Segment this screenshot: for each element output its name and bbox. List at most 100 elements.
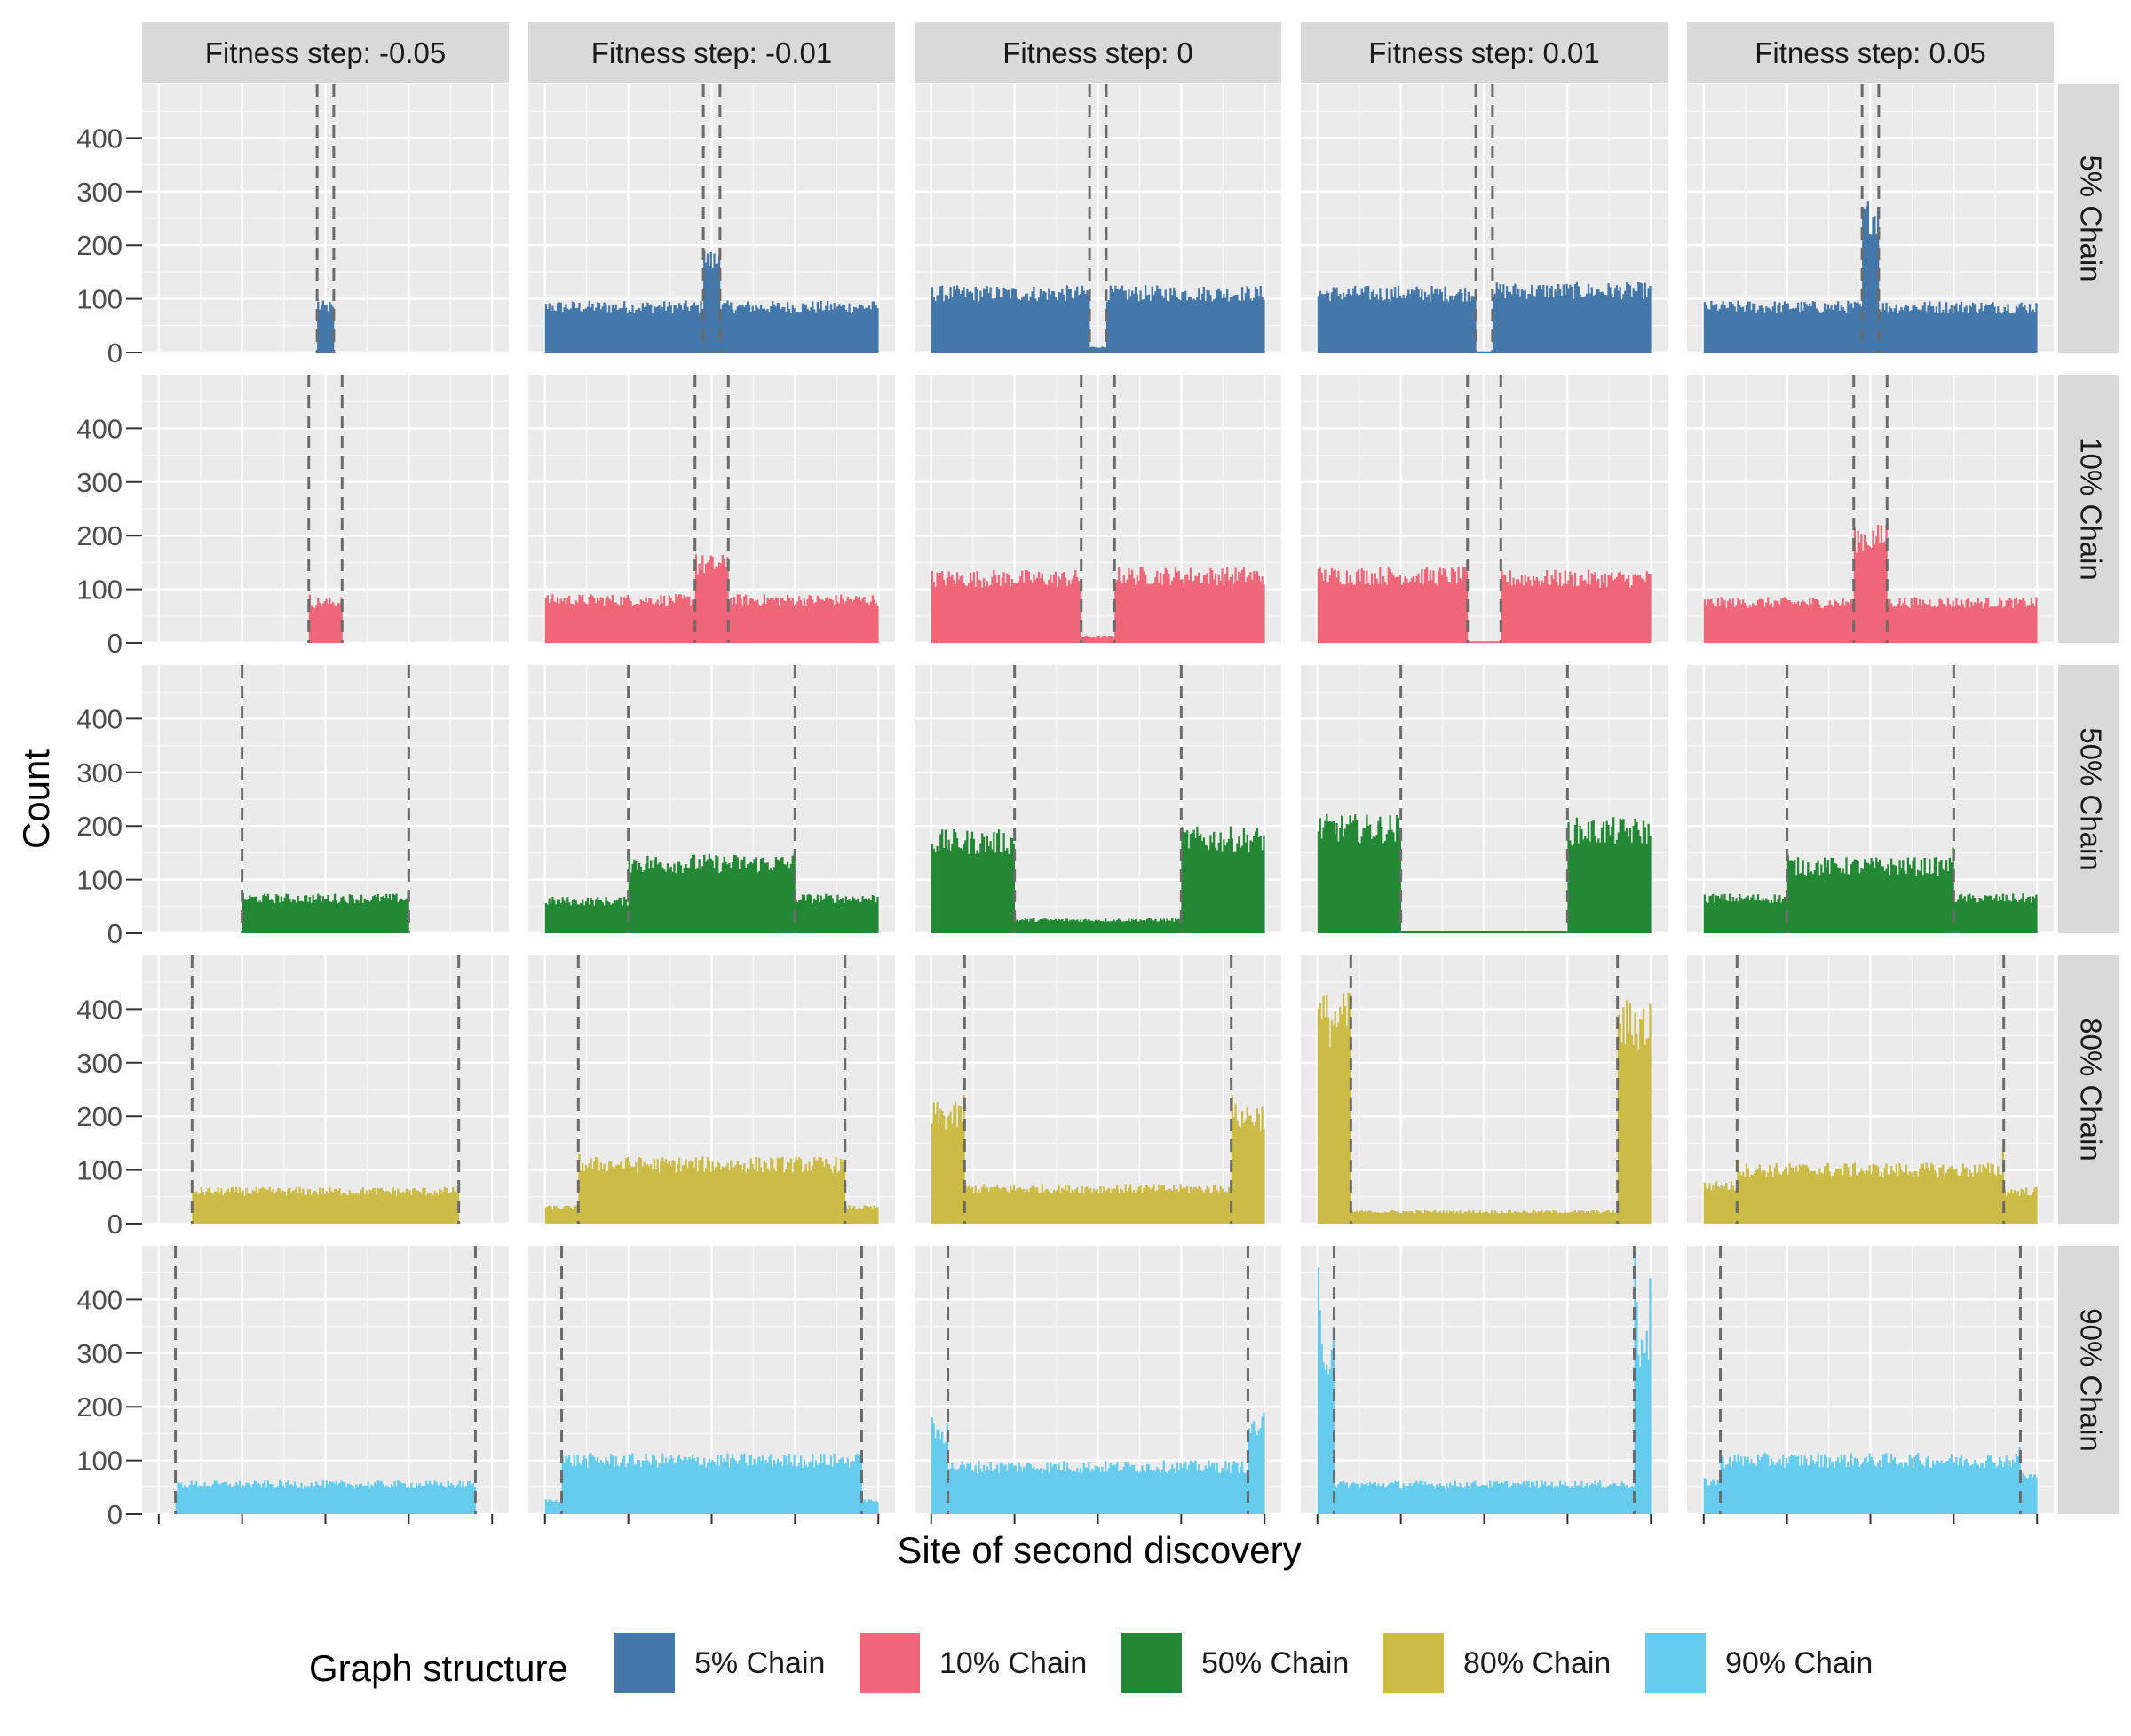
y-tick-label: 200	[76, 230, 123, 261]
y-tick-label: 100	[76, 1155, 123, 1186]
row-strip	[2058, 955, 2119, 1224]
column-strip-label: Fitness step: -0.05	[205, 36, 446, 69]
y-tick-label: 300	[76, 757, 123, 789]
histogram-bars	[1317, 813, 1652, 933]
histogram-bars	[308, 594, 343, 643]
column-strip-label: Fitness step: -0.01	[591, 36, 832, 69]
y-tick-label: 0	[107, 1209, 123, 1240]
column-strip-label: Fitness step: 0.05	[1755, 36, 1985, 69]
facet-panel	[915, 84, 1281, 354]
column-strip-label: Fitness step: 0.01	[1368, 36, 1599, 69]
y-tick-label: 400	[76, 123, 123, 154]
row-strip-label: 5% Chain	[2074, 155, 2107, 281]
y-tick-label: 0	[107, 918, 123, 949]
y-tick-label: 200	[76, 1391, 123, 1423]
y-tick-label: 0	[107, 628, 123, 659]
y-tick-label: 200	[76, 811, 123, 842]
facet-panel	[142, 84, 509, 354]
y-tick-label: 100	[76, 575, 123, 606]
facet-panel	[915, 665, 1281, 935]
histogram-bars	[931, 567, 1265, 643]
legend-label: 50% Chain	[1201, 1646, 1349, 1680]
facet-panel	[1687, 84, 2054, 354]
y-tick-label: 200	[76, 1101, 123, 1132]
row-strip-label: 90% Chain	[2074, 1308, 2107, 1451]
facet-panel	[142, 665, 509, 935]
facet-panel	[528, 84, 895, 354]
histogram-bars	[931, 1412, 1265, 1514]
legend-title: Graph structure	[309, 1647, 568, 1689]
facet-panel	[142, 375, 509, 645]
y-tick-label: 400	[76, 994, 123, 1025]
y-tick-label: 300	[76, 467, 123, 498]
row-strip-label: 10% Chain	[2074, 437, 2107, 580]
histogram-bars	[175, 1480, 476, 1514]
facet-panel	[1301, 1246, 1668, 1516]
legend-label: 90% Chain	[1725, 1646, 1873, 1680]
y-tick-label: 200	[76, 520, 123, 551]
facet-panel	[1687, 955, 2054, 1225]
histogram-bars	[1703, 1148, 2038, 1224]
row-strip-label: 80% Chain	[2074, 1018, 2107, 1161]
legend-key	[1645, 1633, 1706, 1693]
y-tick-label: 300	[76, 177, 123, 208]
legend-key	[860, 1633, 920, 1693]
histogram-bars	[1317, 992, 1652, 1224]
column-strip	[1301, 22, 1668, 83]
column-strip-label: Fitness step: 0	[1002, 36, 1193, 69]
facet-panel	[528, 375, 895, 645]
legend-key	[1121, 1633, 1182, 1693]
legend-key	[614, 1633, 675, 1693]
facet-panel	[1301, 84, 1668, 354]
legend-label: 80% Chain	[1463, 1646, 1611, 1680]
histogram-bars	[1317, 1251, 1652, 1514]
facet-panel	[1687, 665, 2054, 935]
histogram-bars	[1317, 281, 1652, 353]
y-tick-label: 0	[107, 337, 123, 369]
y-tick-label: 300	[76, 1338, 123, 1369]
legend-label: 10% Chain	[939, 1646, 1087, 1680]
histogram-bars	[1703, 1447, 2038, 1514]
row-strip	[2058, 375, 2119, 643]
x-axis-title: Site of second discovery	[897, 1529, 1301, 1571]
histogram-bars	[544, 1153, 879, 1224]
histogram-bars	[1703, 201, 2038, 353]
facet-panel	[142, 1246, 509, 1516]
y-tick-label: 400	[76, 413, 123, 444]
y-tick-label: 300	[76, 1048, 123, 1079]
facet-panel	[1301, 375, 1668, 645]
histogram-bars	[1317, 567, 1652, 643]
histogram-bars	[544, 1453, 879, 1514]
facet-panel	[528, 1246, 895, 1516]
legend-key	[1383, 1633, 1444, 1693]
y-tick-label: 100	[76, 1446, 123, 1477]
facet-panel	[915, 375, 1281, 645]
histogram-bars	[1703, 525, 2038, 643]
y-tick-label: 400	[76, 1284, 123, 1315]
row-strip-label: 50% Chain	[2074, 727, 2107, 870]
histogram-bars	[931, 285, 1265, 353]
y-axis-title: Count	[15, 749, 57, 849]
histogram-bars	[931, 1095, 1265, 1224]
y-tick-label: 100	[76, 284, 123, 315]
facet-panel	[1687, 375, 2054, 645]
column-strip	[915, 22, 1281, 83]
facet-panel	[1301, 665, 1668, 935]
legend-label: 5% Chain	[694, 1646, 825, 1680]
column-strip	[528, 22, 895, 83]
facet-panel	[142, 955, 509, 1225]
facet-panel	[1687, 1246, 2054, 1516]
histogram-bars	[242, 890, 409, 933]
y-tick-label: 400	[76, 703, 123, 734]
facet-panel	[915, 1246, 1281, 1516]
facet-panel	[528, 665, 895, 935]
row-strip	[2058, 665, 2119, 933]
column-strip	[1687, 22, 2054, 83]
histogram-bars	[317, 300, 335, 353]
facet-panel	[915, 955, 1281, 1225]
column-strip	[142, 22, 509, 83]
histogram-bars	[544, 554, 879, 643]
histogram-bars	[544, 250, 879, 353]
